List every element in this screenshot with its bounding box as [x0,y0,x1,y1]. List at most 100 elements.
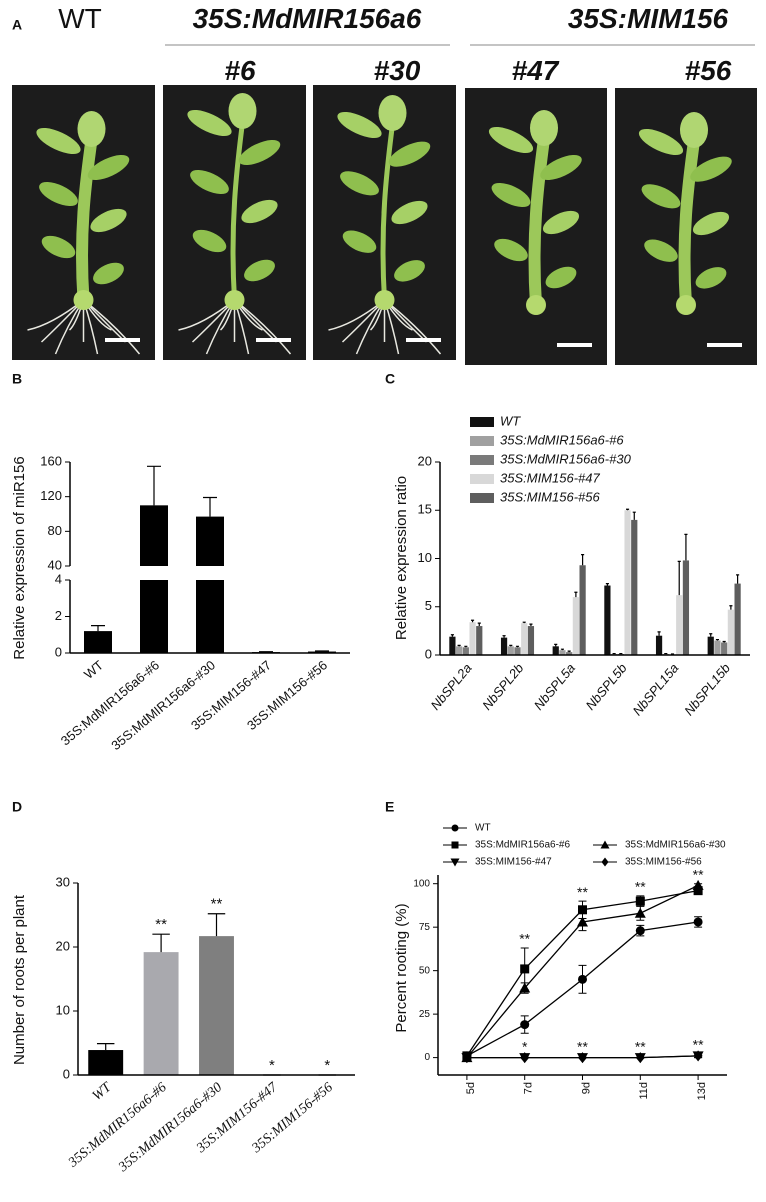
leaf [488,126,534,154]
y-tick-label: 0 [424,1052,430,1063]
scale-bar [406,338,441,342]
legend-marker [451,841,459,849]
leaf [391,200,428,225]
x-tick-label: NbSPL15a [630,660,682,718]
marker [634,907,646,918]
leaf [36,127,81,155]
x-tick-label: NbSPL5a [531,660,578,712]
bar [88,1050,124,1075]
y-tick-label: 0 [425,646,432,661]
error-bar [722,640,726,643]
marker [519,982,531,993]
leaf [545,266,577,289]
y-tick-label: 10 [418,550,432,565]
x-tick-label: 35S:MdMIR156a6-#6 [65,1080,170,1171]
marker [692,879,704,890]
significance: ** [693,866,704,882]
error-bar [502,635,506,638]
bar [572,597,579,655]
genotype-label: WT [58,3,102,34]
x-tick-label: NbSPL2a [427,660,474,712]
scale-bar [256,338,291,342]
y-tick-label: 10 [56,1002,70,1017]
y-tick-label: 15 [418,502,432,517]
line-label: #30 [374,55,421,86]
bar [566,652,573,655]
marker [635,1052,645,1064]
scale-bar [557,343,592,347]
legend-swatch [470,417,494,427]
leaf [187,109,232,137]
error-bar [736,574,740,584]
base [526,295,546,315]
error-bar [477,622,481,627]
x-tick-label: WT [81,657,106,682]
legend-label: 35S:MdMIR156a6-#6 [500,432,624,447]
line-label: #6 [224,55,256,86]
leaf [641,184,681,209]
marker [520,1020,530,1030]
bar [84,631,112,653]
bar [559,650,566,655]
y-tick-label: 20 [418,453,432,468]
leaf [530,110,558,146]
error-bar [709,633,713,637]
bar [682,560,690,655]
legend-label: 35S:MIM156-#47 [500,470,600,485]
legend-label: 35S:MdMIR156a6-#30 [625,840,726,851]
error-bar [315,650,329,652]
scale-bar [707,343,742,347]
bar [507,646,514,655]
leaf [680,112,708,148]
error-bar [152,933,170,953]
base [73,290,94,310]
marker [462,1052,472,1064]
x-tick-label: 5d [465,1082,477,1094]
leaf [337,111,382,139]
marker [578,1052,587,1064]
y-axis-label: Relative expression ratio [393,476,410,640]
bar [579,565,586,655]
panel-letter: C [385,371,395,387]
y-axis-label: Percent rooting (%) [393,903,410,1032]
error-bar [522,621,526,624]
leaf [93,262,124,285]
leaf [542,210,580,235]
bar [449,636,456,655]
significance: * [522,1038,528,1054]
legend-swatch [470,436,494,446]
error-bar [715,638,720,641]
x-tick-label: 13d [696,1082,708,1100]
y-tick-label: 75 [419,922,431,933]
leaf [638,128,684,156]
legend-label: 35S:MIM156-#56 [625,857,702,868]
y-tick-label: 0 [55,644,62,659]
y-tick-label: 30 [56,874,70,889]
significance: ** [577,1038,588,1054]
marker [693,917,703,927]
error-bar [657,631,661,636]
legend-swatch [470,455,494,465]
legend-swatch [470,474,494,484]
bar [514,647,521,655]
error-bar [464,645,468,648]
axis-break [71,566,351,580]
leaf [378,95,407,131]
legend-marker [601,857,609,867]
leaf [41,235,76,259]
error-bar [581,554,585,566]
bar [655,635,663,655]
error-bar [574,591,578,598]
y-axis-label: Relative expression of miR156 [11,456,28,659]
leaf [690,156,732,182]
error-bar [203,496,217,517]
error-bar [96,1043,115,1051]
x-tick-label: 11d [638,1082,650,1100]
bar [721,642,728,655]
leaf [244,259,275,282]
line-label: #47 [512,55,560,86]
significance: * [324,1057,330,1074]
error-bar [470,619,475,623]
significance: ** [577,884,588,900]
bar [521,623,528,655]
